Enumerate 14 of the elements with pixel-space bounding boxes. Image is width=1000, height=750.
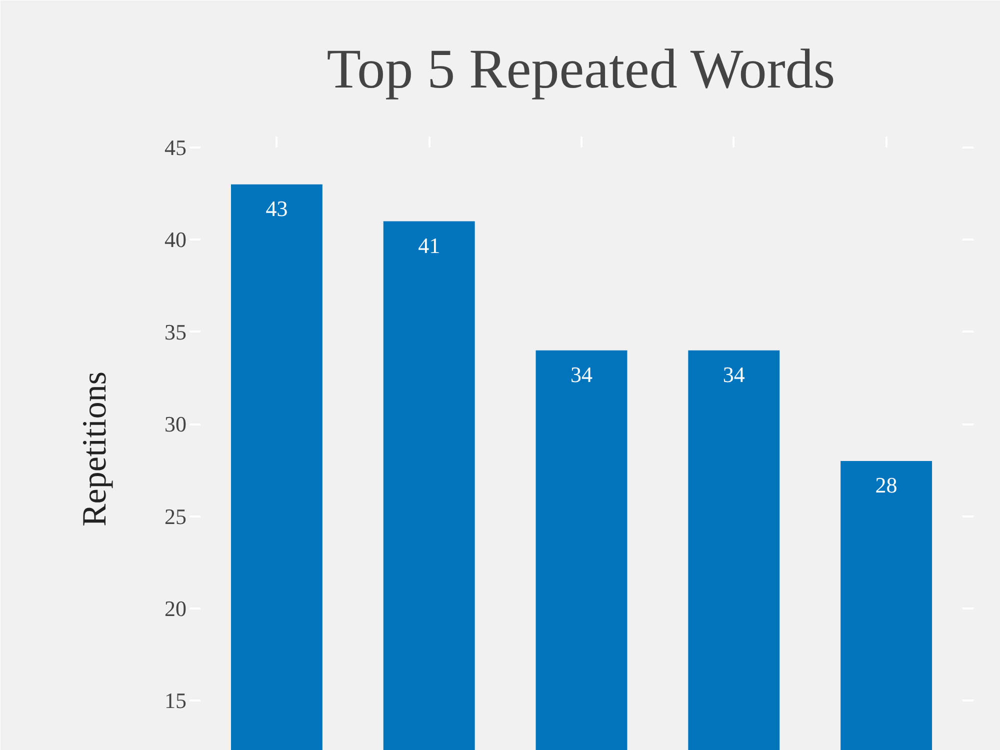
data-label: 28 — [875, 472, 898, 498]
y-tick-label: 45 — [164, 135, 186, 160]
data-label: 34 — [722, 362, 745, 387]
y-tick-label: 15 — [164, 688, 186, 714]
chart-title: Top 5 Repeated Words — [326, 38, 836, 100]
data-label: 43 — [266, 196, 288, 221]
y-tick-label: 20 — [164, 596, 186, 622]
y-axis-title: Repetitions — [76, 372, 114, 526]
data-label: 41 — [418, 232, 440, 258]
data-label: 34 — [570, 362, 592, 387]
y-tick-label: 30 — [164, 412, 186, 437]
y-tick-label: 35 — [164, 319, 186, 344]
y-tick-label: 40 — [164, 227, 186, 252]
y-tick-label: 25 — [164, 504, 186, 529]
